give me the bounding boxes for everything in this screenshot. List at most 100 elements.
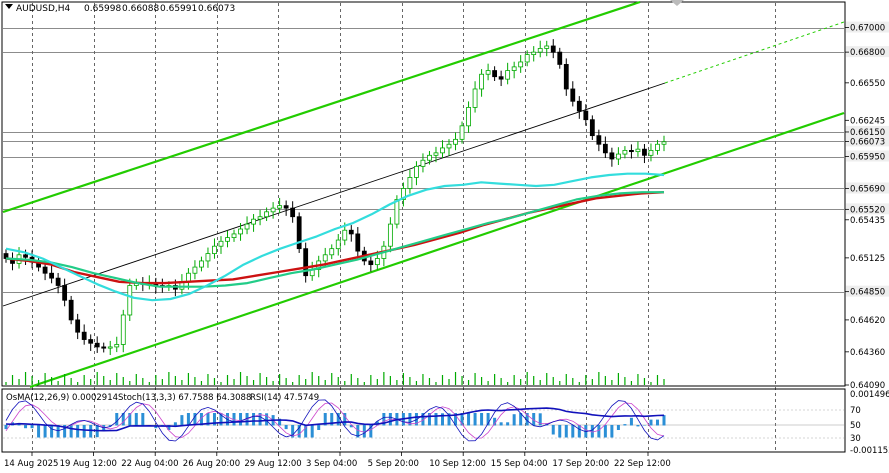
osma-bar: [173, 422, 177, 426]
candle-body: [49, 272, 55, 279]
osma-bar: [180, 415, 184, 426]
osma-bar: [317, 425, 321, 430]
candle-body: [505, 70, 511, 80]
osma-bar: [193, 413, 197, 426]
osma-bar: [278, 418, 282, 426]
volume-bars: [5, 372, 665, 385]
candle-body: [322, 254, 328, 262]
candle-body: [446, 143, 452, 149]
time-tick-label: 26 Aug 20:00: [183, 459, 240, 469]
dropdown-triangle-icon[interactable]: [5, 4, 13, 9]
time-tick-label: 14 Aug 2025: [4, 459, 58, 469]
candle-body: [459, 125, 465, 140]
price-tick-label: 0.66073: [850, 137, 885, 147]
candle-body: [114, 344, 120, 348]
candle-body: [498, 76, 504, 80]
osma-bar: [421, 413, 425, 426]
rsi-label: RSI(14) 47.5749: [250, 393, 319, 403]
osma-bar: [655, 419, 659, 426]
osma-bar: [414, 413, 418, 426]
indicator-panel-frame: [1, 388, 846, 453]
candle-body: [557, 51, 563, 65]
price-tag-bg: [846, 46, 889, 58]
price-tick-label: 0.65125: [850, 254, 885, 264]
candle-body: [296, 216, 302, 250]
candle-body: [479, 73, 484, 90]
candle-body: [537, 48, 543, 53]
osma-bar: [134, 413, 138, 426]
osma-bar: [343, 413, 347, 426]
osma-bar: [323, 413, 327, 426]
candle-body: [68, 299, 74, 321]
candle-body: [433, 152, 439, 156]
candle-body: [635, 148, 641, 153]
osma-bar: [4, 425, 8, 430]
candle-body: [329, 248, 335, 256]
osma-bar: [304, 425, 308, 438]
lower-channel-line: [29, 111, 845, 389]
candle-body: [466, 107, 471, 127]
price-tag-bg: [846, 182, 889, 194]
high-value: 0.66088: [122, 4, 159, 14]
candle-body: [231, 233, 237, 239]
osma-bar: [447, 413, 451, 426]
middle-channel-line: [2, 82, 666, 307]
osma-bar: [480, 413, 484, 426]
price-tick-label: 0.66800: [850, 48, 885, 58]
osma-bar: [108, 425, 112, 427]
time-tick-label: 29 Aug 12:00: [244, 459, 301, 469]
osma-bar: [17, 424, 21, 426]
candle-body: [531, 51, 537, 55]
candle-body: [257, 216, 263, 220]
rsi-line: [5, 407, 665, 432]
candle-body: [3, 253, 9, 259]
candle-body: [589, 119, 595, 137]
osma-bar: [212, 413, 216, 426]
main-panel-frame: [1, 1, 846, 387]
symbol-label: AUDUSD,H4: [16, 4, 71, 14]
candle-body: [550, 45, 556, 53]
osma-bar: [167, 425, 171, 430]
candle-body: [75, 319, 81, 333]
candle-body: [303, 248, 309, 277]
price-tag-bg: [846, 125, 889, 137]
candle-body: [342, 229, 348, 241]
subpanel-tick-label: 70: [850, 406, 861, 416]
osma-bar: [297, 425, 301, 438]
osma-bar: [499, 422, 503, 426]
candle-body: [62, 285, 68, 301]
osma-bar: [590, 425, 594, 438]
osma-bar: [121, 413, 125, 426]
osma-bar: [467, 413, 471, 426]
osma-bar: [440, 413, 444, 426]
osma-bar: [382, 413, 386, 426]
candle-body: [622, 149, 628, 155]
subpanel-tick-label: 30: [850, 434, 861, 444]
candle-body: [602, 143, 608, 154]
candle-body: [127, 285, 133, 316]
stoch-label: Stoch(13,3,3) 67.7588 64.3088: [118, 393, 251, 403]
candle-body: [264, 211, 269, 218]
osma-bar: [82, 425, 86, 438]
osma-bar: [369, 425, 373, 438]
osma-bar: [512, 414, 516, 426]
osma-bar: [525, 413, 529, 426]
time-tick-label: 17 Sep 20:00: [552, 459, 609, 469]
candle-body: [120, 314, 126, 345]
osma-bar: [636, 425, 640, 427]
osma-bar: [558, 425, 562, 438]
osma-bar: [571, 425, 575, 438]
osma-bar: [186, 413, 190, 426]
ma-slow-line: [5, 191, 665, 285]
candle-body: [563, 64, 569, 90]
price-tick-label: 0.65435: [850, 216, 885, 226]
osma-bar: [252, 413, 256, 426]
candle-body: [472, 88, 478, 108]
osma-bar: [89, 425, 93, 438]
price-tick-label: 0.64090: [850, 381, 885, 391]
candle-body: [335, 239, 341, 250]
time-tick-label: 5 Sep 20:00: [368, 459, 419, 469]
candle-body: [440, 147, 445, 154]
time-axis: 14 Aug 2025 19 Aug 12:00 22 Aug 04:00 26 Au…: [4, 452, 671, 469]
